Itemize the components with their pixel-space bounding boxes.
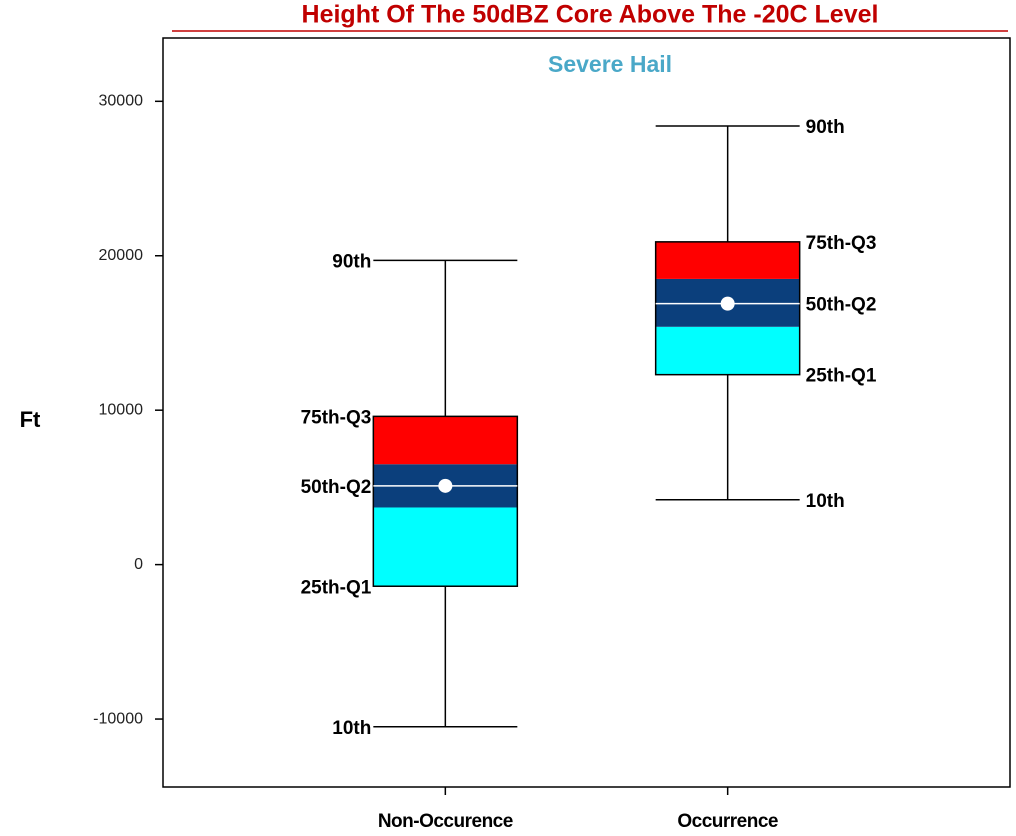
y-tick-label: 0: [134, 556, 143, 573]
box-lower: [655, 326, 800, 375]
y-tick-label: 10000: [99, 401, 144, 418]
y-tick-label: 30000: [99, 93, 144, 110]
stat-label: 90th: [806, 117, 845, 138]
median-dot: [438, 478, 453, 493]
x-tick-label: Occurrence: [677, 811, 778, 832]
stat-label: 10th: [332, 718, 371, 739]
box-upper: [655, 241, 800, 279]
y-tick-label: 20000: [99, 247, 144, 264]
box-outline: [654, 241, 801, 376]
chart-title: Height Of The 50dBZ Core Above The -20C …: [302, 1, 879, 29]
box-outline: [372, 415, 519, 587]
median-dot: [720, 296, 735, 311]
plot-frame: [162, 37, 1011, 788]
stat-label: 75th-Q3: [301, 407, 372, 428]
stat-label: 50th-Q2: [301, 477, 372, 498]
stat-label: 10th: [806, 491, 845, 512]
stat-label: 50th-Q2: [806, 295, 877, 316]
stat-label: 90th: [332, 251, 371, 272]
x-tick-label: Non-Occurence: [378, 811, 513, 832]
stat-label: 25th-Q1: [301, 577, 372, 598]
y-tick-label: -10000: [93, 710, 143, 727]
stat-label: 25th-Q1: [806, 366, 877, 387]
y-axis-label: Ft: [20, 407, 41, 432]
box-upper: [373, 416, 518, 465]
box-lower: [373, 507, 518, 587]
chart-subtitle: Severe Hail: [548, 51, 672, 77]
stat-label: 75th-Q3: [806, 233, 877, 254]
